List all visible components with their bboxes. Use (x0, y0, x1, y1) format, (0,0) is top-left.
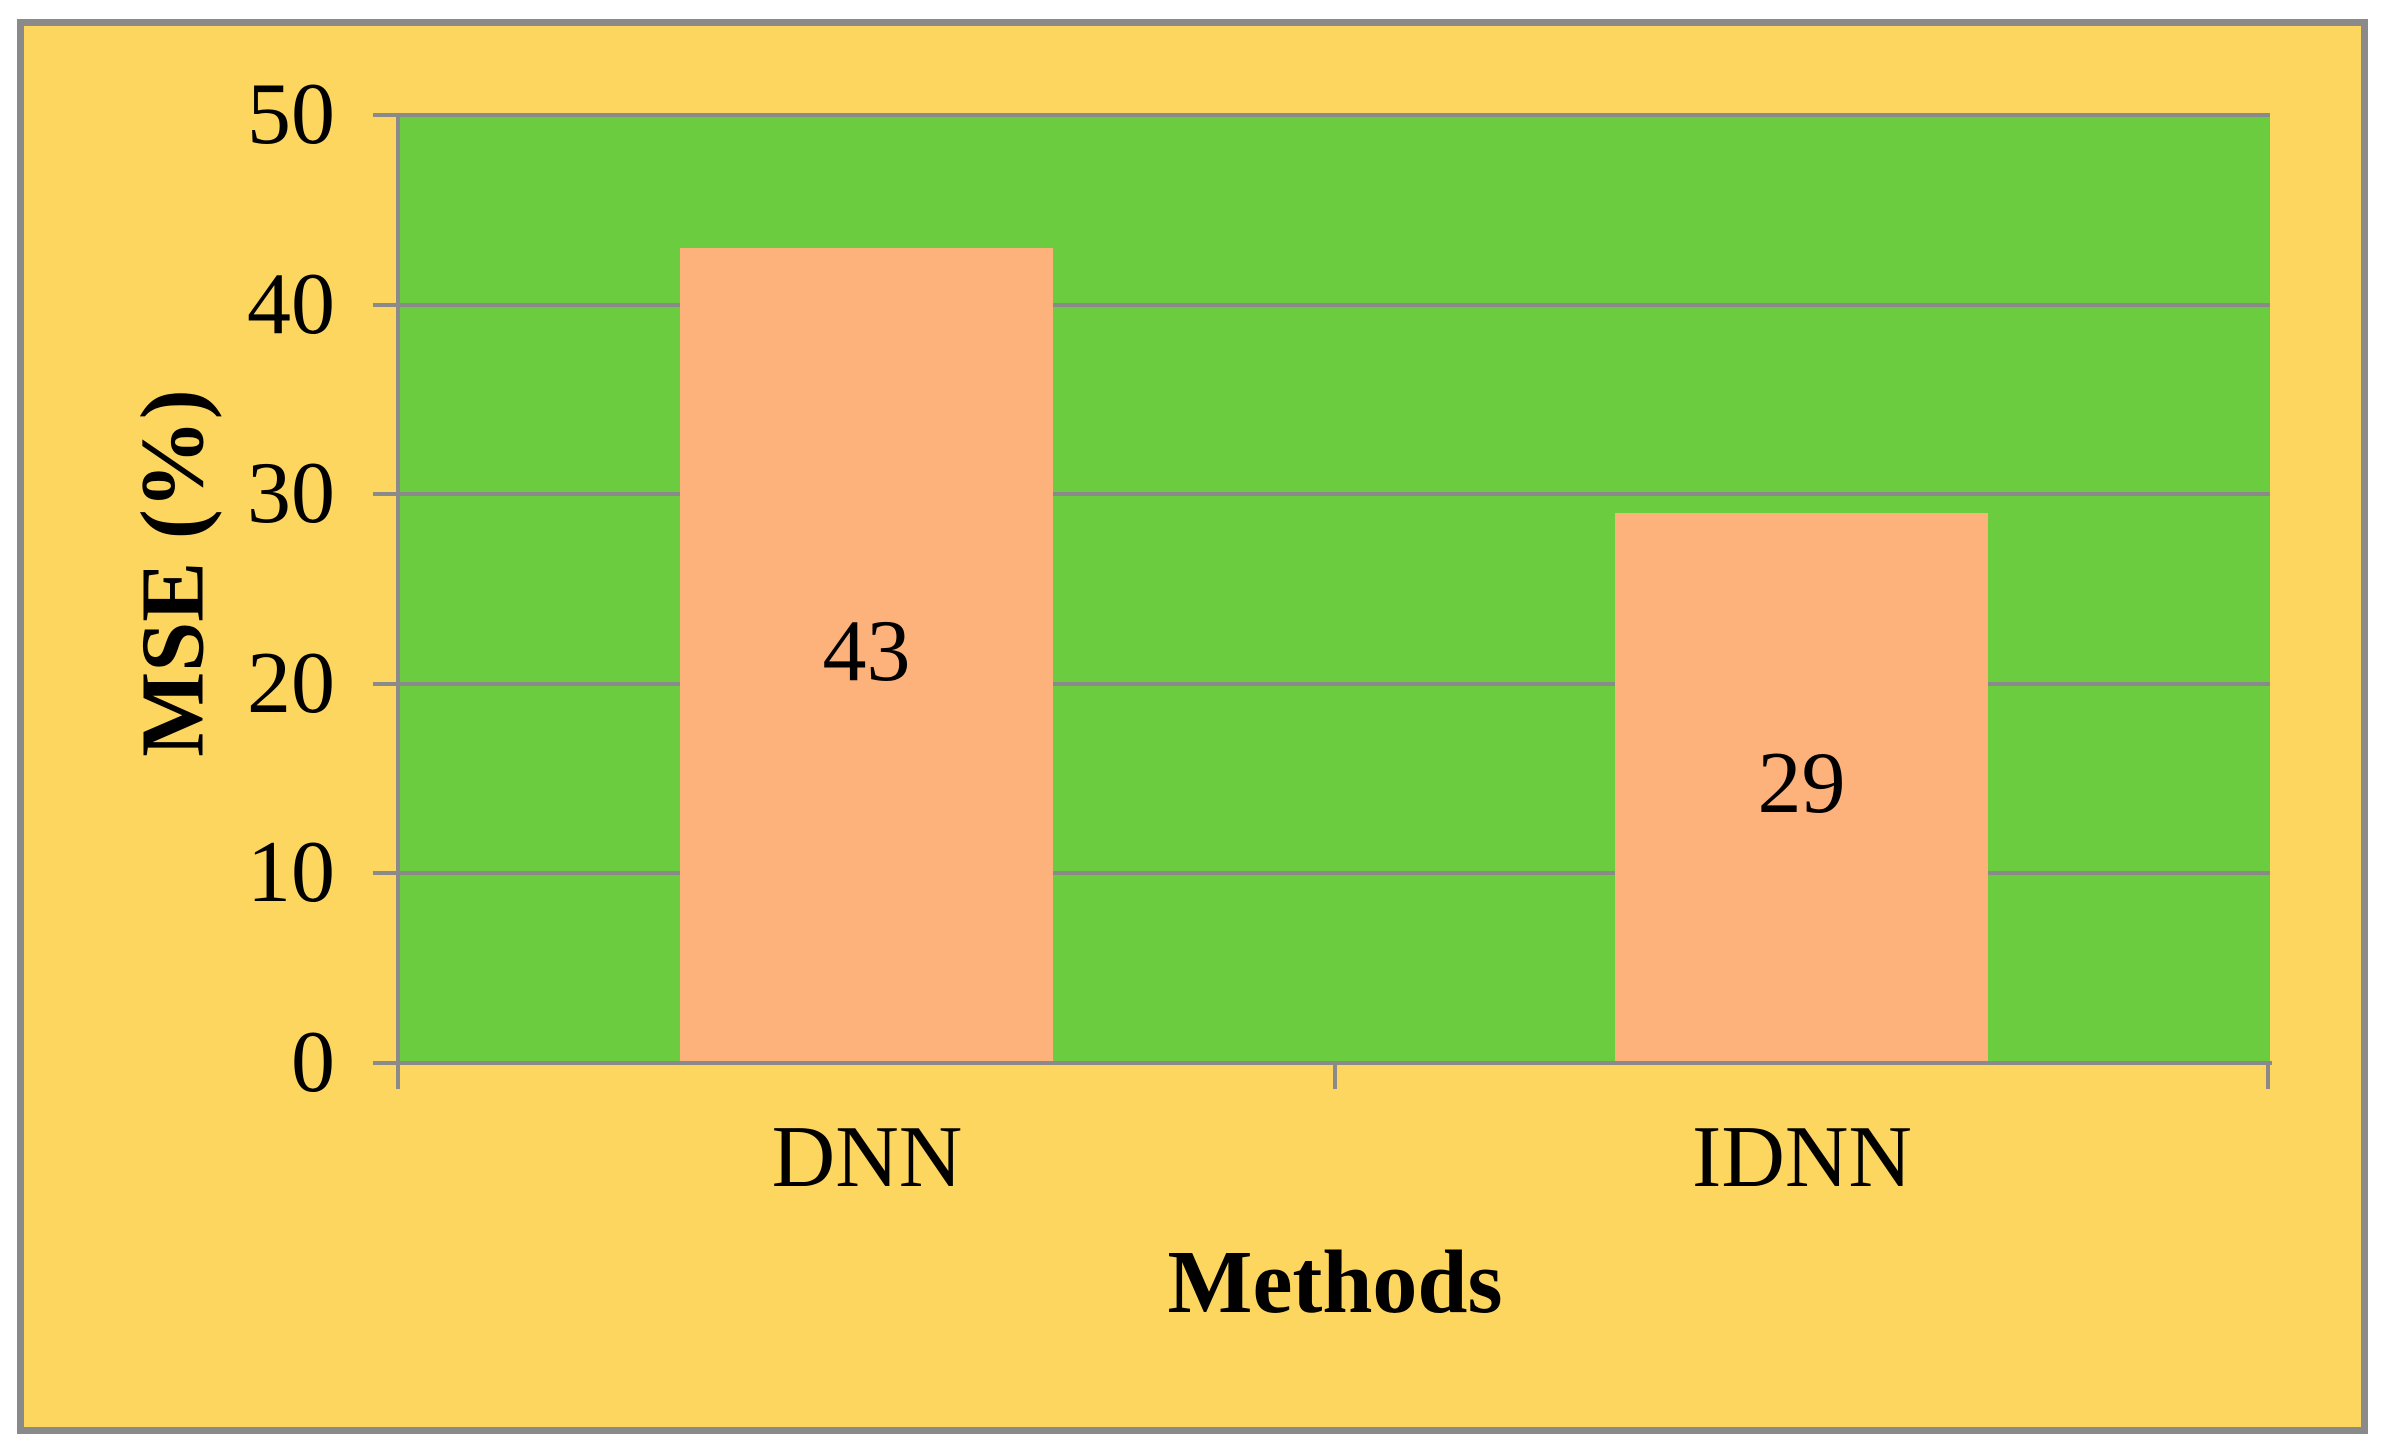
bar-idnn: 29 (1615, 513, 1988, 1063)
x-axis-line (373, 1061, 2272, 1065)
bar-dnn: 43 (680, 248, 1053, 1063)
gridline-30 (400, 492, 2270, 496)
x-tick-middle (1333, 1063, 1337, 1089)
x-tick-left (396, 1063, 400, 1089)
y-axis-title: MSE (%) (123, 389, 223, 757)
x-tick-right (2266, 1063, 2270, 1089)
y-tick-label-10: 10 (247, 824, 335, 921)
y-tick-20 (373, 682, 400, 686)
y-tick-40 (373, 303, 400, 307)
y-tick-label-30: 30 (247, 445, 335, 542)
y-tick-label-20: 20 (247, 635, 335, 732)
x-axis-title: Methods (1167, 1233, 1503, 1332)
gridline-20 (400, 682, 2270, 686)
gridline-50 (400, 113, 2270, 117)
gridline-10 (400, 871, 2270, 875)
plot-area: 43 29 (400, 115, 2270, 1063)
gridline-40 (400, 303, 2270, 307)
y-axis-line (396, 115, 400, 1088)
y-tick-10 (373, 871, 400, 875)
y-tick-0 (373, 1061, 400, 1065)
y-tick-label-0: 0 (291, 1014, 335, 1111)
x-tick-label-idnn: IDNN (1692, 1109, 1912, 1206)
y-tick-label-40: 40 (247, 256, 335, 353)
y-tick-30 (373, 492, 400, 496)
bar-value-label-dnn: 43 (822, 602, 911, 700)
x-tick-label-dnn: DNN (771, 1109, 963, 1206)
bar-value-label-idnn: 29 (1757, 735, 1846, 832)
y-tick-label-50: 50 (247, 66, 335, 163)
y-tick-50 (373, 113, 400, 117)
